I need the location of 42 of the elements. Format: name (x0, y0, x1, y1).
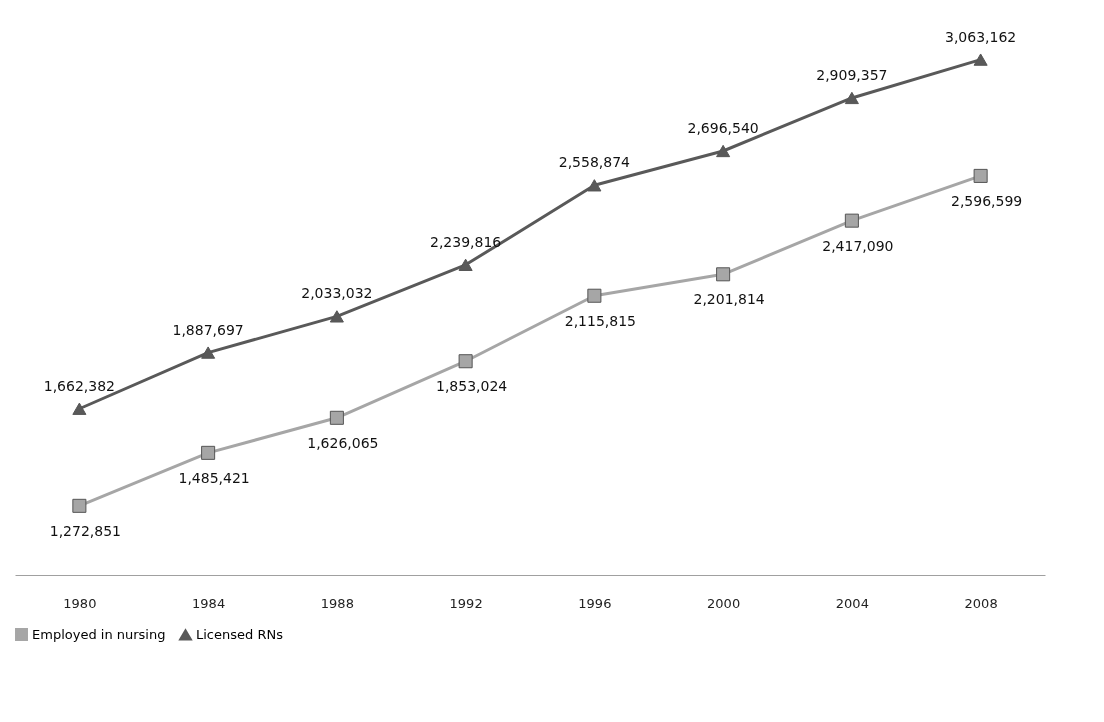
point (201, 445, 216, 460)
data-label: 2,696,540 (687, 120, 759, 136)
x-tick-label: 1984 (192, 595, 226, 611)
point (72, 402, 87, 415)
x-tick-label: 2004 (835, 595, 869, 611)
legend-label: Licensed RNs (196, 626, 284, 642)
data-label: 2,201,814 (693, 291, 765, 308)
point (201, 346, 216, 359)
data-label: 1,485,421 (178, 469, 250, 486)
data-label: 2,558,874 (558, 154, 631, 171)
data-label: 1,853,024 (435, 378, 508, 395)
point (329, 410, 344, 425)
point (329, 310, 344, 323)
x-tick-label: 2000 (707, 595, 741, 611)
data-label: 2,596,599 (950, 192, 1023, 209)
point (844, 213, 859, 228)
legend-label: Employed in nursing (32, 626, 166, 642)
data-label: 2,115,815 (564, 312, 637, 329)
x-tick-label: 1992 (449, 595, 483, 611)
data-label: 3,063,162 (944, 28, 1017, 45)
point (973, 168, 988, 183)
point (716, 267, 731, 282)
data-label: 1,626,065 (307, 434, 379, 451)
data-label: 1,662,382 (43, 377, 116, 394)
point (458, 354, 473, 369)
data-label: 2,417,090 (822, 237, 894, 254)
x-tick-label: 1980 (63, 595, 97, 611)
data-label: 1,887,697 (172, 321, 244, 338)
point (587, 288, 602, 303)
data-label: 1,272,851 (49, 522, 122, 539)
point (973, 53, 988, 66)
data-label: 2,909,357 (816, 66, 888, 83)
x-tick-label: 1988 (320, 595, 354, 611)
x-tick-label: 2008 (964, 595, 998, 611)
point (458, 258, 473, 271)
data-label: 2,239,816 (429, 233, 502, 250)
x-tick-label: 1996 (578, 595, 612, 611)
point (716, 144, 731, 158)
point (587, 179, 602, 192)
data-label: 2,033,032 (301, 285, 373, 302)
point (844, 91, 859, 105)
point (72, 498, 87, 513)
